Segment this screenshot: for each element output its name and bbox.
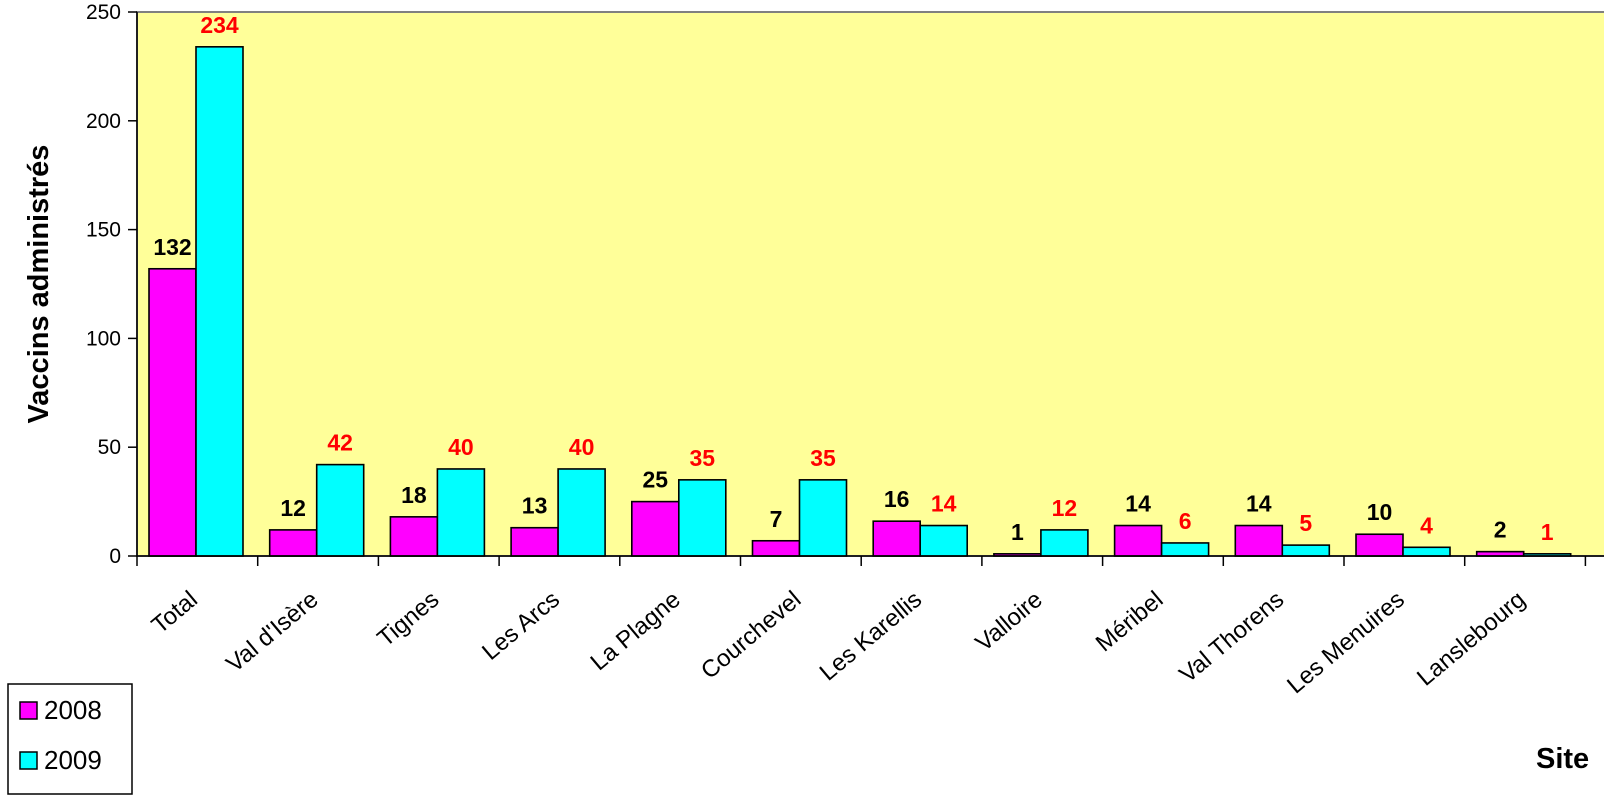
category-label-11: Lanslebourg [1412,586,1531,692]
bar-2009-3 [557,468,606,557]
data-label-2009-0: 234 [200,12,239,38]
category-label-5: Courchevel [696,586,806,685]
legend-swatch-2008 [19,701,38,720]
bar-2008-8 [1113,524,1163,557]
category-label-7: Valloire [970,586,1047,657]
bar-2008-0 [148,267,197,557]
x-ticks [136,556,1587,566]
category-label-2: Tignes [372,586,444,652]
data-label-2008-8: 14 [1125,491,1151,517]
bar-2008-10 [1355,533,1404,557]
bar-2008-5 [751,539,801,557]
y-ticks: 0 50 100 150 200 250 [86,1,137,568]
data-label-2008-3: 13 [522,493,548,519]
bar-2009-10 [1402,546,1451,557]
y-tick-label-50: 50 [98,436,121,459]
data-label-2009-5: 35 [810,445,836,471]
bar-2009-7 [1040,529,1089,557]
data-label-2009-11: 1 [1541,519,1554,545]
category-labels: Total Val d'Isère Tignes Les Arcs La Plagne C… [147,586,1531,699]
data-label-2008-0: 132 [153,234,191,260]
legend-swatch-2009 [19,751,38,770]
category-label-10: Les Menuires [1282,586,1410,699]
legend-label-2008: 2008 [44,695,102,725]
bar-2009-4 [677,479,727,557]
category-label-1: Val d'Isère [221,586,323,678]
data-label-2008-2: 18 [401,482,427,508]
category-label-3: Les Arcs [477,586,565,666]
bar-2009-2 [436,468,486,557]
data-label-2009-10: 4 [1420,512,1433,538]
category-label-8: Méribel [1091,586,1169,657]
data-label-2009-3: 40 [569,434,595,460]
data-label-2009-6: 14 [931,491,957,517]
legend: 2008 2009 [7,683,133,795]
data-label-2008-5: 7 [770,506,783,532]
data-label-2008-7: 1 [1011,519,1024,545]
y-tick-label-100: 100 [86,327,121,350]
bar-2009-0 [195,46,244,557]
data-label-2008-4: 25 [643,467,669,493]
category-label-4: La Plagne [585,586,685,676]
bar-2009-8 [1160,542,1210,557]
data-label-2008-6: 16 [884,486,910,512]
y-tick-label-250: 250 [86,1,121,24]
bar-2009-1 [315,463,365,557]
y-tick-label-200: 200 [86,110,121,133]
bar-2008-3 [510,526,559,557]
bar-2008-9 [1234,524,1284,557]
bar-2008-4 [630,500,680,557]
bar-2009-6 [919,524,969,557]
y-tick-label-0: 0 [109,545,121,568]
data-label-2008-11: 2 [1494,517,1507,543]
plot-area [136,11,1604,557]
bar-2009-5 [798,479,848,557]
data-label-2009-8: 6 [1179,508,1192,534]
bar-2008-1 [268,529,318,557]
y-axis-title: Vaccins administrés [23,145,55,424]
data-label-2009-2: 40 [448,434,474,460]
category-label-6: Les Karellis [815,586,927,686]
data-label-2009-7: 12 [1052,495,1078,521]
data-label-2008-9: 14 [1246,491,1272,517]
data-label-2009-4: 35 [690,445,716,471]
data-label-2008-1: 12 [280,495,306,521]
x-axis-title: Site [1536,743,1589,775]
data-label-2009-1: 42 [327,430,353,456]
bar-2009-9 [1281,544,1331,557]
bar-2008-2 [389,516,439,557]
category-label-9: Val Thorens [1174,586,1289,688]
data-label-2008-10: 10 [1367,499,1393,525]
y-tick-label-150: 150 [86,219,121,242]
category-label-0: Total [147,586,203,639]
data-label-2009-9: 5 [1299,510,1312,536]
bar-2008-6 [872,520,922,557]
legend-label-2009: 2009 [44,745,102,775]
